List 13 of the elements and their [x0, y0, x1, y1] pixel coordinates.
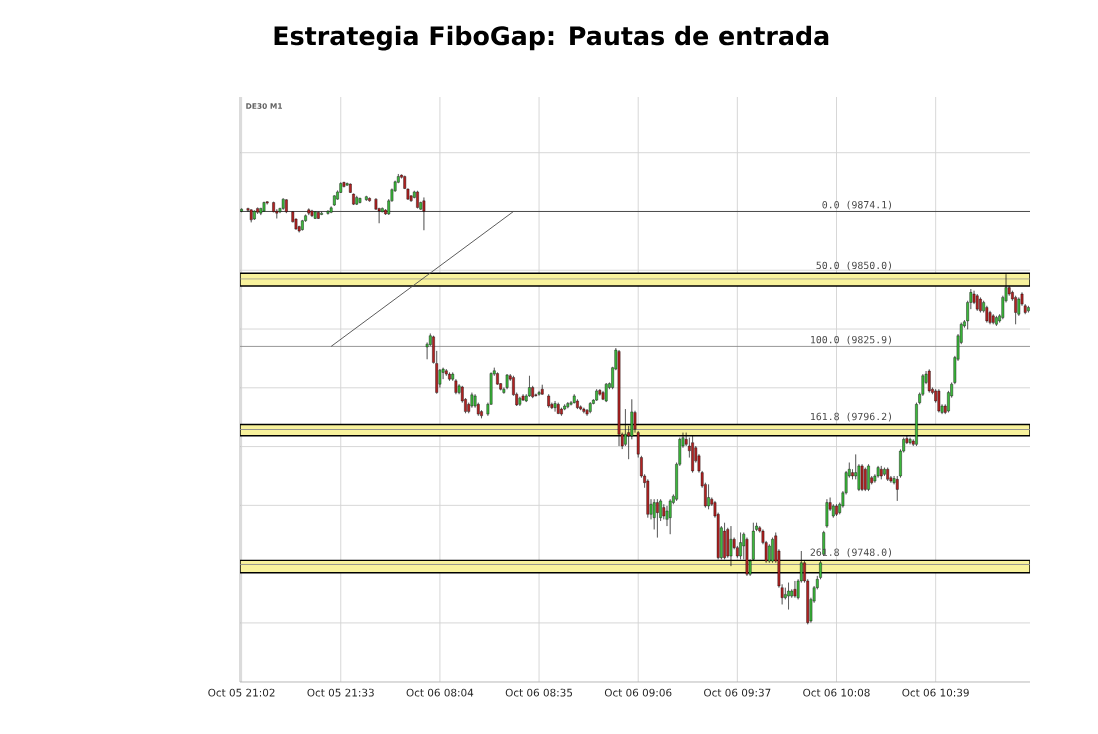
chart-title: Estrategia FiboGap: Pautas de entrada [274, 25, 829, 51]
x-tick-label: Oct 05 21:02 [208, 688, 275, 697]
x-tick-label: Oct 06 08:35 [505, 688, 573, 697]
x-tick-label: Oct 06 10:08 [803, 688, 870, 697]
x-tick-label: Oct 06 08:04 [406, 688, 474, 697]
x-tick-label: Oct 06 09:06 [604, 688, 672, 697]
ref-line-label: 161.8 (9796.2) [811, 412, 891, 422]
x-tick-label: Oct 05 21:33 [307, 688, 374, 697]
ref-line-label: 0.0 (9874.1) [822, 200, 891, 210]
ref-line-label: 50.0 (9850.0) [816, 261, 891, 271]
x-tick-label: Oct 06 09:37 [704, 688, 771, 697]
ref-line-label: 100.0 (9825.9) [811, 335, 891, 345]
x-tick-label: Oct 06 10:39 [902, 688, 969, 697]
